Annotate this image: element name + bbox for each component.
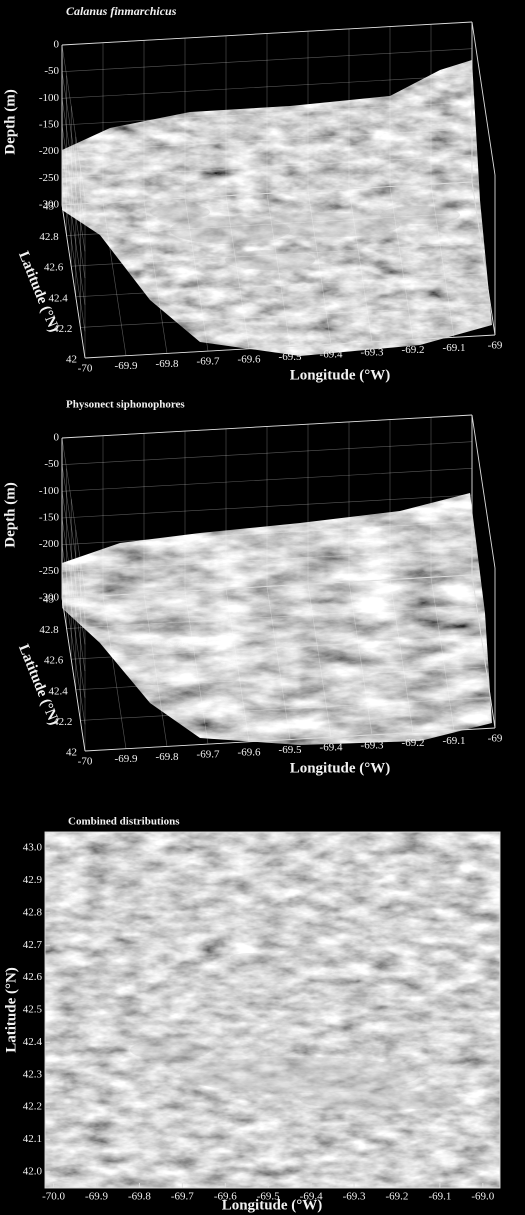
z-tick-label: -200	[39, 538, 60, 550]
x-tick-label: -69.8	[156, 751, 179, 763]
y-tick-label: 42.3	[23, 1068, 43, 1080]
y-tick-label: 42.2	[23, 1101, 42, 1113]
y-tick-label: 42.6	[44, 655, 64, 667]
x-tick-label: -69.9	[115, 753, 138, 765]
z-tick-label: -50	[44, 458, 59, 470]
x-tick-label: -69.0	[471, 1191, 494, 1203]
surface-highlight	[130, 1040, 210, 1060]
x-tick-label: -69	[488, 733, 503, 745]
chart-title: Calanus finmarchicus	[66, 4, 177, 18]
z-tick-label: -250	[39, 172, 60, 184]
map-surface	[45, 832, 500, 1188]
surface-highlight	[380, 206, 460, 224]
z-tick-label: -250	[39, 565, 60, 577]
y-tick-label: 42.1	[23, 1133, 42, 1145]
x-tick-label: -69.1	[428, 1191, 451, 1203]
z-tick-label: -50	[44, 65, 59, 77]
x-tick-label: -70	[78, 363, 93, 375]
z-tick-label: 0	[54, 39, 60, 51]
x-tick-label: -69.4	[320, 742, 343, 754]
surface-highlight	[230, 953, 270, 963]
z-tick-label: -300	[39, 199, 60, 211]
y-tick-label: 42.0	[23, 1165, 43, 1177]
z-tick-label: -300	[39, 592, 60, 604]
x-tick-label: -69.3	[361, 739, 384, 751]
x-tick-label: -69.3	[361, 346, 384, 358]
x-tick-label: -69.7	[197, 749, 220, 761]
x-tick-label: -69.1	[443, 342, 466, 354]
x-axis-label: Longitude (°W)	[222, 1197, 323, 1213]
z-tick-label: -200	[39, 145, 60, 157]
x-tick-label: -69.6	[238, 353, 261, 365]
surface-highlight	[260, 213, 400, 237]
x-tick-label: -69.9	[115, 360, 138, 372]
x-tick-label: -69.2	[402, 737, 425, 749]
y-tick-label: 42.5	[23, 1004, 43, 1016]
x-tick-label: -69.6	[238, 746, 261, 758]
surface-highlight	[300, 1090, 460, 1110]
chart-title: Physonect siphonophores	[66, 399, 185, 411]
x-tick-label: -69.8	[156, 358, 179, 370]
surface-highlight	[180, 1057, 420, 1093]
x-tick-label: -69.5	[279, 351, 302, 363]
x-tick-label: -69.4	[320, 349, 343, 361]
y-tick-label: 42.8	[23, 906, 43, 918]
y-tick-label: 42.8	[39, 624, 59, 636]
y-tick-label: 42.6	[44, 262, 64, 274]
x-tick-label: -70.0	[42, 1191, 65, 1203]
y-tick-label: 43.0	[23, 842, 43, 854]
surface	[62, 493, 492, 745]
x-tick-label: -69.7	[171, 1191, 194, 1203]
z-tick-label: -150	[39, 119, 60, 131]
x-tick-label: -69.7	[197, 356, 220, 368]
x-axis-label: Longitude (°W)	[290, 367, 391, 383]
figure: -70 -69.9 -69.8 -69.7 -69.6 -69.5 -69.4 -69.3 -6…	[0, 0, 525, 1215]
z-tick-label: 0	[54, 432, 60, 444]
y-axis-label: Latitude (°N)	[3, 967, 19, 1053]
x-tick-label: -70	[78, 756, 93, 768]
x-tick-label: -69.5	[279, 744, 302, 756]
x-tick-label: -69	[488, 340, 503, 352]
y-tick-label: 42	[66, 354, 77, 366]
y-tick-label: 42.7	[23, 939, 43, 951]
z-axis-label: Depth (m)	[2, 89, 18, 154]
z-axis-label: Depth (m)	[2, 482, 18, 547]
z-tick-label: -100	[39, 92, 60, 104]
y-tick-label: 42.8	[39, 231, 59, 243]
y-tick-label: 42	[66, 747, 77, 759]
z-tick-label: -100	[39, 485, 60, 497]
x-tick-label: -69.3	[343, 1191, 366, 1203]
surface-highlight	[150, 204, 210, 220]
z-tick-label: -150	[39, 512, 60, 524]
x-tick-label: -69.2	[386, 1191, 409, 1203]
x-tick-label: -69.1	[443, 735, 466, 747]
y-tick-label: 42.9	[23, 874, 43, 886]
y-tick-label: 42.4	[23, 1036, 43, 1048]
x-tick-label: -69.8	[128, 1191, 151, 1203]
x-tick-label: -69.2	[402, 344, 425, 356]
x-axis-label: Longitude (°W)	[290, 760, 391, 776]
x-tick-label: -69.9	[85, 1191, 108, 1203]
y-tick-label: 42.6	[23, 971, 43, 983]
page: {"chart_data": [ {"type": "surface3d", "…	[0, 0, 525, 1215]
chart-title: Combined distributions	[68, 816, 180, 828]
